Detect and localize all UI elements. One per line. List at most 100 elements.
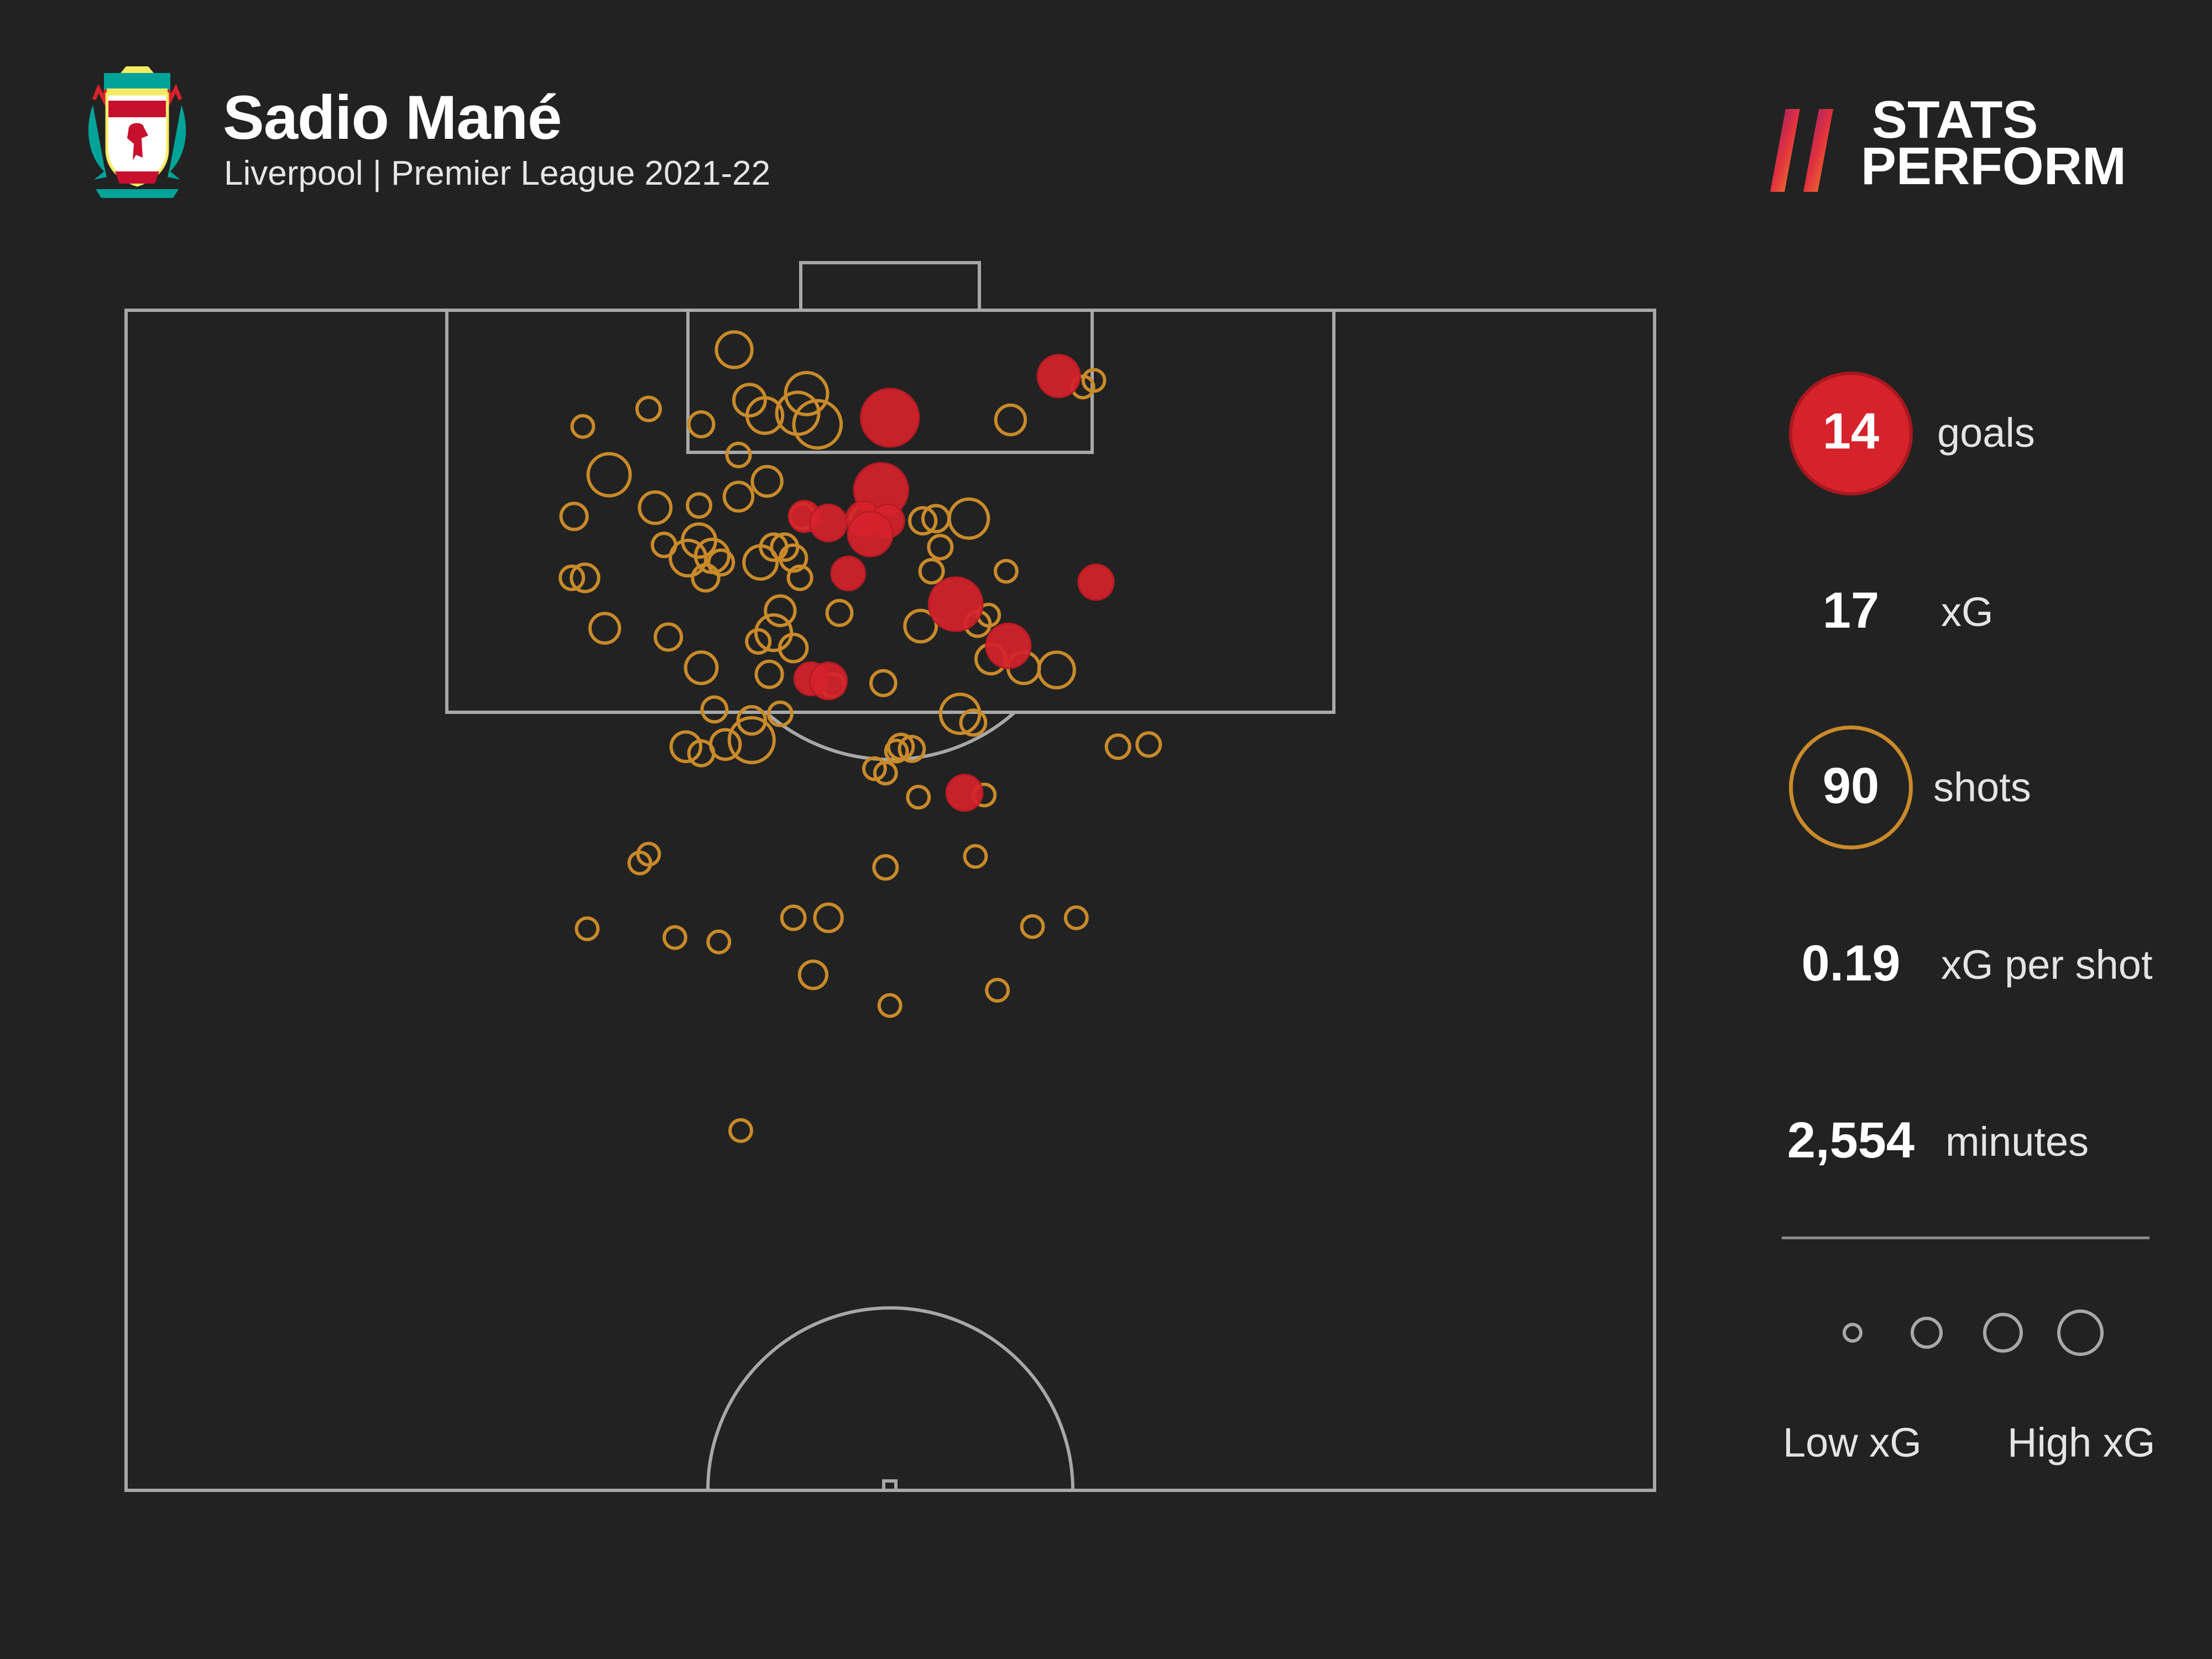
- shot-marker-86: [650, 531, 677, 559]
- shot-marker-58: [873, 760, 898, 786]
- shot-marker-52: [709, 728, 742, 761]
- shot-marker-50: [669, 730, 703, 764]
- legend-circle-high: [2057, 1310, 2104, 1356]
- legend-circle-mid-low: [1911, 1317, 1943, 1349]
- shot-marker-11: [635, 395, 662, 422]
- goal-marker-5: [809, 503, 848, 542]
- shot-marker-3: [732, 383, 767, 418]
- liverpool-crest-logo: [88, 66, 186, 198]
- shot-marker-56: [1104, 733, 1131, 760]
- shot-marker-4: [745, 396, 785, 435]
- shot-marker-27: [588, 612, 622, 645]
- shot-marker-69: [1063, 905, 1089, 931]
- shot-marker-71: [985, 978, 1010, 1003]
- shot-marker-73: [575, 916, 600, 941]
- legend-circle-mid-high: [1983, 1313, 2023, 1353]
- centre-circle: [706, 1306, 1074, 1491]
- shot-marker-62: [963, 844, 988, 869]
- goals-value: 14: [1822, 403, 1880, 460]
- goal-marker-8: [847, 510, 894, 557]
- shot-marker-66: [780, 904, 807, 931]
- shot-marker-30: [745, 628, 772, 655]
- shot-marker-70: [1020, 914, 1045, 939]
- goals-label: goals: [1937, 410, 2035, 456]
- shot-marker-26: [570, 562, 601, 593]
- shot-marker-83: [707, 548, 735, 577]
- shot-marker-9: [1081, 368, 1107, 393]
- goal-marker-13: [809, 661, 848, 701]
- xg-value: 17: [1822, 582, 1880, 639]
- shot-marker-84: [862, 756, 887, 781]
- stats-perform-mark-icon: [1770, 109, 1833, 192]
- goal-frame: [799, 261, 981, 312]
- shot-marker-74: [662, 925, 687, 950]
- shot-marker-37: [918, 558, 945, 585]
- shot-marker-85: [825, 599, 854, 627]
- shot-marker-33: [754, 659, 784, 690]
- shot-marker-61: [872, 854, 899, 881]
- shot-marker-57: [1135, 731, 1162, 758]
- shot-marker-77: [570, 414, 596, 439]
- player-name: Sadio Mané: [223, 83, 562, 152]
- shot-marker-28: [754, 613, 794, 653]
- shot-marker-25: [559, 564, 586, 591]
- shot-marker-80: [654, 622, 684, 652]
- shots-value: 90: [1822, 758, 1880, 814]
- shot-marker-63: [627, 851, 653, 875]
- shot-marker-67: [706, 929, 732, 954]
- shot-marker-65: [813, 902, 844, 933]
- shot-marker-53: [727, 716, 776, 764]
- goal-marker-14: [945, 774, 984, 812]
- minutes-value: 2,554: [1787, 1112, 1915, 1168]
- shot-marker-55: [898, 734, 926, 763]
- xg-label: xG: [1941, 589, 1994, 635]
- xg-size-legend: [1843, 1310, 2104, 1356]
- shot-marker-88: [725, 441, 752, 468]
- goals-layer: [787, 354, 1115, 812]
- shot-marker-75: [728, 1118, 753, 1143]
- stats-perform-logo: STATS PERFORM: [1767, 90, 2132, 202]
- goal-marker-1: [860, 388, 920, 448]
- shot-marker-23: [786, 564, 813, 591]
- goals-bubble: [1789, 372, 1913, 495]
- shot-marker-82: [927, 534, 954, 561]
- shot-marker-10: [994, 403, 1027, 436]
- legend-high-label: High xG: [2007, 1420, 2156, 1465]
- shot-marker-7: [792, 399, 843, 450]
- xg-per-shot-value: 0.19: [1801, 935, 1901, 992]
- shot-marker-29: [764, 594, 797, 628]
- shot-marker-90: [884, 738, 909, 764]
- shot-marker-5: [784, 371, 830, 416]
- shot-marker-2: [687, 410, 716, 439]
- shot-marker-64: [636, 842, 661, 867]
- shot-marker-1: [714, 330, 754, 369]
- shot-marker-17: [669, 539, 708, 578]
- brand-line-2: PERFORM: [1861, 137, 2126, 196]
- shots-bubble: [1789, 726, 1913, 849]
- shot-marker-24: [691, 563, 721, 593]
- legend-divider: [1782, 1237, 2150, 1239]
- shot-marker-87: [994, 559, 1019, 584]
- shot-marker-12: [586, 452, 632, 498]
- goal-marker-10: [927, 576, 984, 632]
- shot-marker-14: [750, 465, 784, 498]
- shot-marker-13: [722, 481, 755, 513]
- shot-marker-45: [700, 695, 729, 724]
- legend-circle-low: [1843, 1323, 1863, 1343]
- legend-low-label: Low xG: [1783, 1420, 1922, 1465]
- shots-label: shots: [1933, 764, 2031, 810]
- shot-marker-42: [1037, 650, 1076, 690]
- shot-marker-49: [959, 708, 988, 737]
- shot-marker-68: [797, 959, 829, 990]
- shot-marker-79: [908, 506, 938, 536]
- xg-per-shot-label: xG per shot: [1941, 942, 2153, 988]
- shot-marker-43: [869, 669, 898, 697]
- shot-marker-31: [778, 633, 809, 664]
- shot-marker-32: [684, 650, 719, 685]
- shot-marker-38: [903, 608, 938, 644]
- shot-marker-22: [779, 543, 808, 573]
- brand-line-1: STATS: [1872, 90, 2038, 149]
- goal-marker-2: [1036, 354, 1081, 398]
